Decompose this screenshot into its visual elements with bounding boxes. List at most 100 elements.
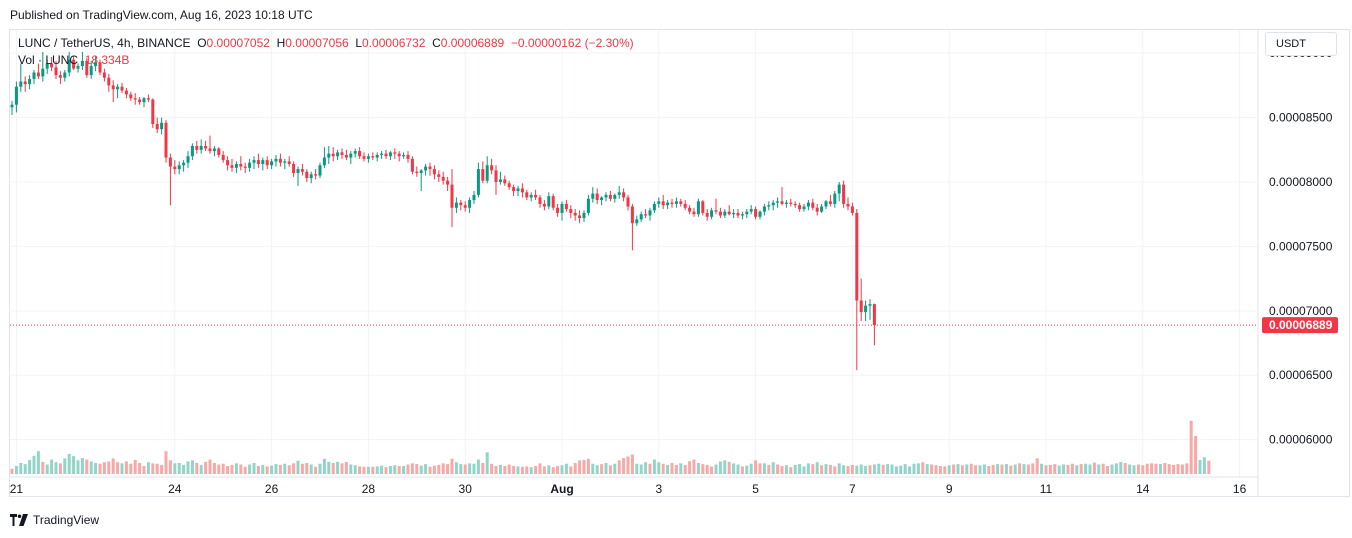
volume-bar	[960, 465, 964, 474]
last-price-tag: 0.00006889	[1262, 317, 1338, 334]
volume-bar	[1018, 463, 1022, 474]
currency-selector-button[interactable]: USDT	[1265, 32, 1337, 56]
volume-bar	[1004, 464, 1008, 474]
candle-body	[296, 169, 300, 173]
legend-volume-row: Vol · LUNC 18.334B	[18, 52, 634, 69]
volume-bar	[1026, 464, 1030, 474]
candle	[14, 81, 18, 113]
candle	[534, 189, 538, 201]
volume-bar	[358, 466, 362, 474]
volume-bar	[736, 464, 740, 474]
volume-bar	[393, 465, 397, 474]
volume-bar	[142, 466, 146, 474]
volume-bar	[1185, 463, 1189, 474]
volume-bar	[842, 465, 846, 474]
volume-bar	[23, 464, 27, 474]
volume-bar	[454, 462, 458, 474]
volume-bar	[80, 458, 84, 474]
volume-bar	[472, 463, 476, 474]
volume-bar	[516, 466, 520, 474]
candle	[833, 191, 837, 208]
volume-bar	[248, 464, 252, 474]
candle	[767, 201, 771, 211]
candle-body	[573, 212, 577, 216]
candle-body	[749, 209, 753, 212]
candle	[490, 158, 494, 175]
candle	[252, 156, 256, 170]
volume-bar	[1202, 457, 1206, 474]
candle	[300, 163, 304, 176]
candle	[498, 171, 502, 185]
footer-brand[interactable]: TradingView	[10, 513, 99, 527]
candle	[657, 197, 661, 208]
candle-body	[28, 78, 32, 85]
volume-bar	[820, 465, 824, 474]
candle	[124, 87, 128, 99]
volume-bar	[318, 463, 322, 474]
volume-bar	[490, 463, 494, 474]
volume-bar	[815, 462, 819, 474]
volume-bar	[300, 463, 304, 474]
candle	[344, 149, 348, 161]
candle	[261, 157, 265, 171]
last-price-tag-text: 0.00006889	[1269, 318, 1333, 332]
candle	[604, 192, 608, 202]
volume-bar	[252, 462, 256, 474]
candle	[217, 147, 221, 158]
candle-body	[432, 169, 436, 175]
candle	[828, 194, 832, 207]
candle-body	[111, 85, 115, 90]
candle-body	[406, 154, 410, 159]
candle-body	[278, 158, 282, 163]
candle	[287, 156, 291, 167]
candle	[718, 207, 722, 219]
volume-bar	[1044, 465, 1048, 474]
volume-bar	[261, 464, 265, 474]
candle	[371, 152, 375, 161]
candle-body	[868, 304, 872, 306]
candle	[410, 156, 414, 175]
candle	[239, 156, 243, 171]
volume-bars	[10, 420, 1211, 474]
candle-body	[129, 94, 133, 99]
volume-bar	[670, 462, 674, 474]
candle	[305, 169, 309, 183]
time-axis[interactable]: 21 24 26 28 30 Aug 3 5 7 9 11 14 16	[10, 476, 1258, 496]
volume-bar	[512, 466, 516, 474]
candle	[520, 183, 524, 198]
volume-bar	[1057, 465, 1061, 474]
volume-bar	[930, 464, 934, 474]
candle-body	[182, 162, 186, 166]
candle	[199, 139, 203, 154]
grid-lines	[10, 30, 1258, 477]
volume-bar	[1070, 463, 1074, 474]
candle-body	[490, 165, 494, 171]
price-axis[interactable]: 0.000090000.000085000.000080000.00007500…	[1257, 30, 1333, 496]
candle	[776, 197, 780, 208]
symbol-title[interactable]: LUNC / TetherUS, 4h, BINANCE	[18, 36, 191, 50]
volume-bar	[190, 460, 194, 474]
volume-bar	[1145, 463, 1149, 474]
volume-bar	[1000, 464, 1004, 474]
volume-bar	[718, 461, 722, 474]
candle-body	[459, 202, 463, 206]
candle-body	[560, 203, 564, 213]
footer-brand-text: TradingView	[33, 513, 100, 527]
volume-bar	[481, 462, 485, 474]
candle	[824, 200, 828, 210]
volume-bar	[784, 465, 788, 474]
volume-label[interactable]: Vol · LUNC	[18, 53, 79, 67]
candle	[582, 210, 586, 222]
volume-bar	[89, 461, 93, 474]
candle	[859, 278, 863, 322]
candle	[503, 175, 507, 186]
candle	[102, 68, 106, 82]
volume-bar	[243, 466, 247, 474]
candle-body	[252, 160, 256, 163]
candle-body	[331, 153, 335, 157]
volume-bar	[129, 463, 133, 474]
candle	[608, 191, 612, 202]
candle	[283, 158, 287, 170]
candle-body	[767, 205, 771, 207]
